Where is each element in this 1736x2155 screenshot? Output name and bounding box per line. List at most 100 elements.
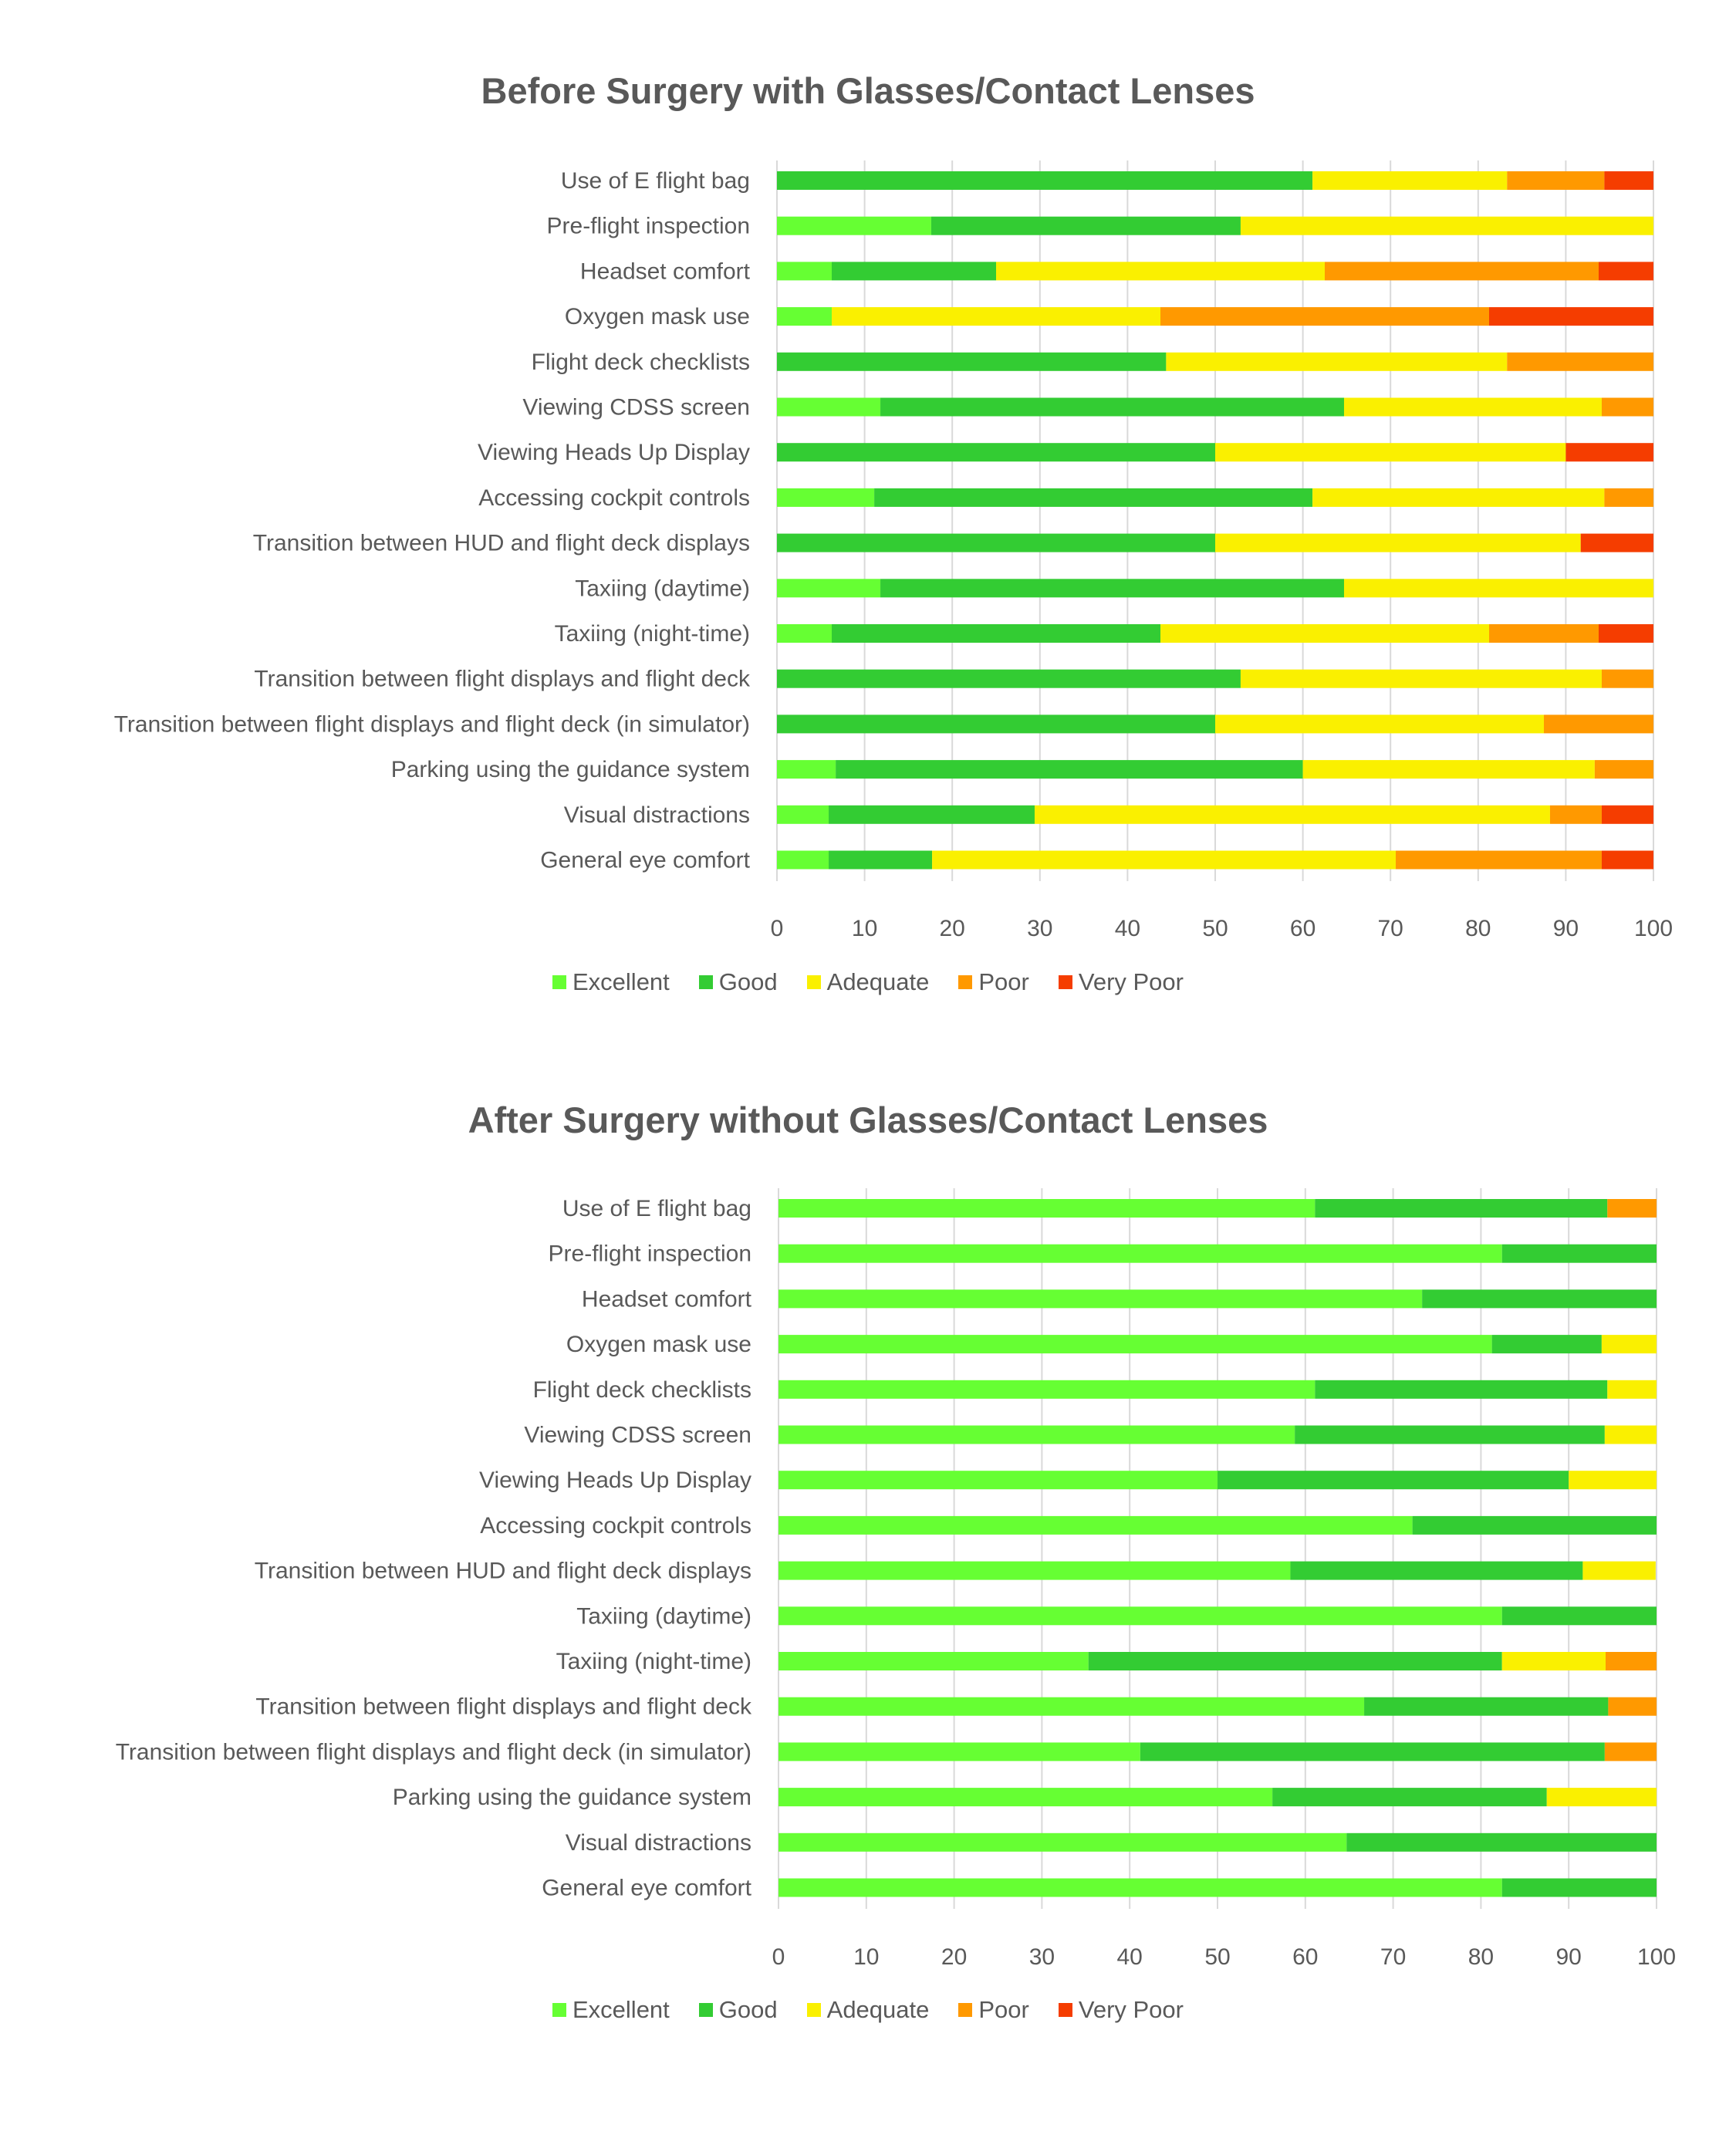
category-label: Transition between HUD and flight deck d…	[253, 531, 750, 556]
bar-segment-poor	[1604, 488, 1653, 507]
bar-segment-very-poor	[1565, 443, 1653, 462]
bar-segment-adequate	[1215, 533, 1581, 552]
legend-swatch	[958, 2003, 973, 2017]
bar-segment-good	[1501, 1606, 1657, 1626]
x-tick-label: 30	[1027, 916, 1052, 941]
bar-segment-very-poor	[1599, 262, 1653, 281]
chart-title: After Surgery without Glasses/Contact Le…	[468, 1099, 1268, 1140]
x-tick-label: 20	[941, 1944, 967, 1970]
x-tick-label: 0	[772, 1944, 785, 1970]
x-tick-label: 0	[771, 916, 784, 941]
bar-segment-excellent	[778, 1515, 1413, 1535]
category-label: Use of E flight bag	[561, 168, 750, 194]
legend-item-excellent: Excellent	[552, 968, 670, 996]
bar-segment-good	[777, 352, 1167, 371]
bar-segment-adequate	[1240, 669, 1602, 688]
bar-segment-poor	[1604, 1742, 1657, 1761]
bar-segment-good	[1364, 1697, 1609, 1716]
bar-segment-good	[1315, 1380, 1608, 1399]
legend-item-good: Good	[698, 968, 778, 996]
bar-segment-very-poor	[1580, 533, 1653, 552]
legend-swatch	[552, 2003, 566, 2017]
category-label: Visual distractions	[564, 802, 750, 828]
category-label: Transition between flight displays and f…	[255, 1694, 752, 1720]
bar-segment-adequate	[1604, 1425, 1657, 1444]
bar-segment-poor	[1489, 624, 1599, 643]
bar-segment-good	[1346, 1832, 1657, 1852]
bar-segment-excellent	[777, 624, 832, 643]
x-tick-label: 40	[1117, 1944, 1143, 1970]
bar-segment-very-poor	[1601, 850, 1653, 870]
bar-segment-excellent	[777, 579, 881, 598]
bar-segment-very-poor	[1599, 624, 1653, 643]
bar-segment-good	[1412, 1515, 1657, 1535]
bar-segment-very-poor	[1604, 171, 1653, 190]
bar-segment-adequate	[1240, 216, 1653, 235]
category-label: Transition between HUD and flight deck d…	[255, 1559, 751, 1584]
bar-segment-excellent	[777, 262, 832, 281]
bar-segment-poor	[1607, 1199, 1657, 1218]
bar-segment-excellent	[778, 1471, 1218, 1490]
legend-item-poor: Poor	[958, 968, 1029, 996]
bar-segment-adequate	[1302, 760, 1595, 779]
x-tick-label: 80	[1465, 916, 1491, 941]
x-tick-label: 60	[1292, 1944, 1318, 1970]
bar-segment-excellent	[778, 1425, 1295, 1444]
bar-segment-adequate	[1601, 1335, 1657, 1354]
bar-segment-good	[777, 714, 1215, 734]
bar-segment-poor	[1549, 805, 1602, 824]
x-tick-label: 30	[1029, 1944, 1055, 1970]
bar-segment-adequate	[1215, 443, 1566, 462]
bar-segment-good	[1272, 1788, 1547, 1807]
x-tick-label: 50	[1204, 1944, 1230, 1970]
category-label: Transition between flight displays and f…	[114, 711, 750, 737]
bar-segment-adequate	[1343, 397, 1602, 417]
bar-segment-excellent	[778, 1652, 1089, 1670]
bar-segment-excellent	[777, 397, 881, 417]
bar-segment-adequate	[1160, 624, 1489, 643]
category-label: Viewing CDSS screen	[524, 1423, 751, 1448]
bar-segment-excellent	[778, 1878, 1502, 1897]
x-tick-label: 70	[1378, 916, 1403, 941]
bar-segment-adequate	[1312, 488, 1605, 507]
x-tick-label: 90	[1556, 1944, 1582, 1970]
x-tick-label: 90	[1553, 916, 1579, 941]
bar-segment-good	[874, 488, 1313, 507]
x-tick-label: 70	[1380, 1944, 1406, 1970]
bar-segment-good	[880, 579, 1344, 598]
chart-after-surgery: After Surgery without Glasses/Contact Le…	[0, 1072, 1736, 2155]
legend-label: Very Poor	[1078, 1996, 1184, 2023]
chart-before-surgery: Before Surgery with Glasses/Contact Lens…	[0, 0, 1736, 1072]
x-tick-label: 80	[1468, 1944, 1494, 1970]
bar-segment-adequate	[932, 850, 1397, 870]
bar-segment-excellent	[778, 1289, 1423, 1309]
legend-item-poor: Poor	[958, 1996, 1029, 2024]
bar-segment-good	[1501, 1878, 1657, 1897]
bar-segment-good	[777, 171, 1313, 190]
bar-segment-good	[777, 533, 1215, 552]
legend-swatch	[698, 975, 713, 989]
bar-segment-poor	[1396, 850, 1602, 870]
bar-segment-excellent	[778, 1606, 1502, 1626]
bar-segment-excellent	[777, 216, 931, 235]
legend-label: Good	[718, 968, 778, 995]
legend-label: Adequate	[826, 968, 930, 995]
bar-segment-good	[1218, 1471, 1569, 1490]
legend-swatch	[806, 975, 821, 989]
bar-segment-adequate	[1312, 171, 1508, 190]
bar-segment-very-poor	[1489, 307, 1653, 326]
category-label: Viewing Heads Up Display	[478, 440, 750, 465]
bar-segment-good	[1491, 1335, 1602, 1354]
category-label: Parking using the guidance system	[393, 1785, 751, 1810]
bar-segment-adequate	[1215, 714, 1544, 734]
bar-segment-good	[1315, 1199, 1608, 1218]
bar-segment-poor	[1605, 1652, 1657, 1670]
legend-label: Adequate	[826, 1996, 930, 2023]
bar-segment-good	[836, 760, 1303, 779]
legend: Excellent Good Adequate Poor Very Poor	[0, 1996, 1736, 2024]
legend-item-adequate: Adequate	[806, 968, 930, 996]
category-label: Flight deck checklists	[533, 1377, 751, 1403]
legend-swatch	[958, 975, 973, 989]
bar-segment-excellent	[778, 1380, 1316, 1399]
bar-segment-good	[832, 262, 996, 281]
